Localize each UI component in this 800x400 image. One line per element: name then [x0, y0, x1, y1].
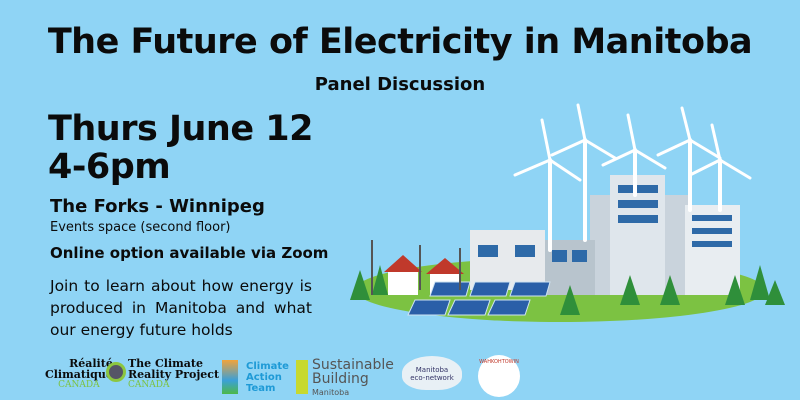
globe-icon: [106, 362, 126, 382]
climate-action-team-icon: [222, 360, 238, 394]
event-date: Thurs June 12: [48, 109, 313, 149]
event-room: Events space (second floor): [50, 220, 231, 235]
wind-turbines-icon: [513, 103, 752, 252]
poster-subtitle: Panel Discussion: [314, 74, 486, 95]
energy-illustration: [350, 103, 785, 322]
climate-action-team-logo: Climate Action Team: [246, 361, 289, 394]
climate-reality-logo: The Climate Reality Project CANADA: [128, 357, 220, 390]
event-description: Join to learn about how energy is produc…: [50, 277, 312, 339]
wahkohtowin-logo: WAHKOHTOWIN: [478, 355, 520, 397]
event-datetime: Thurs June 12 4-6pm: [48, 110, 313, 186]
sustainable-building-icon: [296, 360, 308, 394]
buildings-icon: [470, 175, 740, 295]
online-option: Online option available via Zoom: [50, 244, 329, 262]
manitoba-eco-network-logo: Manitoba eco-network: [402, 356, 462, 390]
event-venue: The Forks - Winnipeg: [50, 196, 265, 217]
poster-title: The Future of Electricity in Manitoba: [47, 22, 753, 62]
sustainable-building-logo: Sustainable Building Manitoba: [312, 357, 394, 397]
trees-icon: [350, 265, 785, 315]
realite-climatique-logo: Réalité Climatique CANADA: [45, 357, 113, 390]
solar-panels-icon: [407, 281, 551, 316]
power-poles-icon: [371, 240, 461, 295]
event-time: 4-6pm: [48, 147, 171, 187]
